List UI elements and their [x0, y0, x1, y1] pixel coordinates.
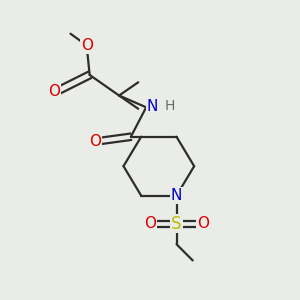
Text: O: O — [197, 216, 209, 231]
Text: N: N — [171, 188, 182, 203]
Text: O: O — [144, 216, 156, 231]
Text: N: N — [147, 99, 158, 114]
Text: O: O — [48, 84, 60, 99]
Text: O: O — [81, 38, 93, 53]
Text: S: S — [171, 214, 182, 232]
Text: H: H — [165, 99, 175, 113]
Text: O: O — [89, 134, 101, 149]
